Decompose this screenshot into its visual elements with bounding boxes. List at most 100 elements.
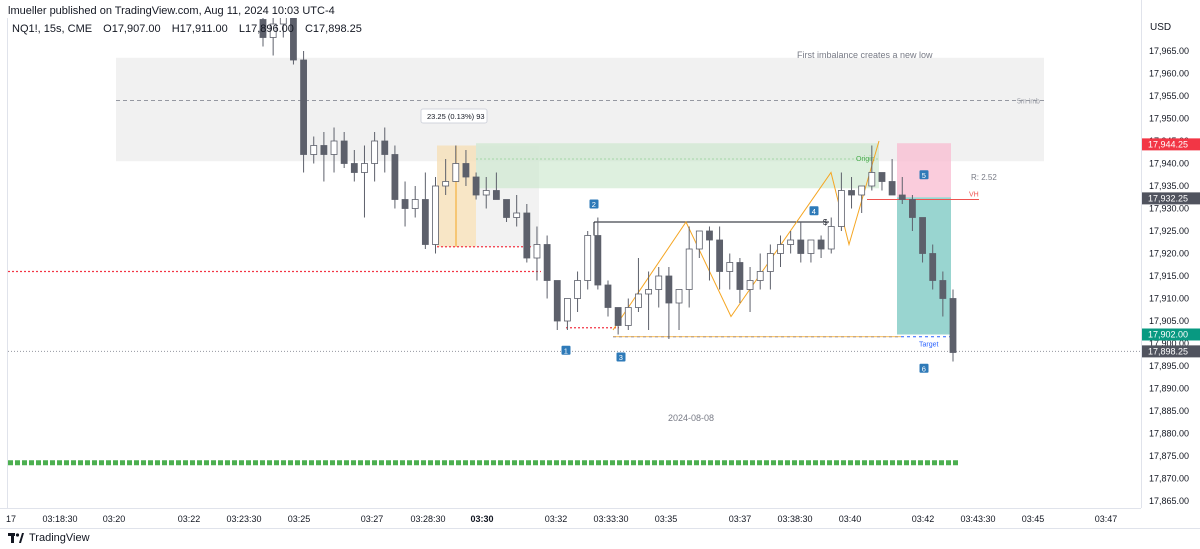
candle-body bbox=[695, 230, 703, 250]
dashed-level-segment bbox=[386, 460, 391, 466]
price-label-text: 17,902.00 bbox=[1148, 330, 1188, 340]
candle bbox=[320, 132, 328, 182]
dashed-level-segment bbox=[281, 460, 286, 466]
time-axis[interactable]: 17 03:18:30 03:20 03:22 03:23:30 03:25 03:27 03… bbox=[0, 508, 1141, 529]
candle bbox=[898, 177, 906, 204]
tradingview-logo[interactable]: TradingView bbox=[8, 532, 90, 544]
dashed-level-segment bbox=[904, 460, 909, 466]
candle bbox=[919, 217, 926, 263]
candle bbox=[756, 253, 764, 290]
dashed-level-segment bbox=[855, 460, 860, 466]
ohlc-open: O17,907.00 bbox=[103, 23, 161, 35]
price-tick-label: 17,965.00 bbox=[1149, 46, 1189, 56]
candle bbox=[594, 217, 602, 290]
chart-area[interactable]: 5m imb Origin 23.25 (0.13%) 93 R: 2.52 VH Tar… bbox=[7, 18, 1142, 508]
time-tick-label: 03:23:30 bbox=[226, 514, 261, 524]
dashed-level-segment bbox=[64, 460, 69, 466]
candle-body bbox=[300, 59, 307, 155]
dashed-level-segment bbox=[85, 460, 90, 466]
time-tick-label: 03:38:30 bbox=[777, 514, 812, 524]
candle-body bbox=[645, 289, 652, 295]
step-marker-label: 6 bbox=[922, 364, 926, 373]
candle bbox=[290, 18, 297, 65]
candle bbox=[401, 181, 409, 227]
price-tick-label: 17,935.00 bbox=[1149, 181, 1189, 191]
dashed-level-segment bbox=[694, 460, 699, 466]
candle-body bbox=[584, 235, 592, 281]
candle-body bbox=[259, 19, 267, 38]
price-label-text: 17,932.25 bbox=[1148, 193, 1188, 203]
candle-body bbox=[706, 230, 713, 241]
candle bbox=[330, 127, 338, 173]
dashed-level-segment bbox=[477, 460, 482, 466]
dashed-level-segment bbox=[505, 460, 510, 466]
candle-body bbox=[797, 239, 805, 254]
candle bbox=[421, 172, 429, 249]
candle bbox=[482, 177, 490, 209]
step-marker: 1 bbox=[561, 345, 571, 355]
candle-body bbox=[411, 199, 419, 209]
time-tick-label: 03:30 bbox=[470, 514, 493, 524]
step-marker-box bbox=[561, 345, 571, 355]
candle-body bbox=[401, 199, 409, 209]
candle bbox=[736, 258, 744, 303]
candle bbox=[777, 235, 784, 267]
step-marker-label: 3 bbox=[619, 353, 623, 362]
dashed-level-segment bbox=[925, 460, 930, 466]
dashed-level-segment bbox=[141, 460, 146, 466]
time-tick-label: 03:47 bbox=[1095, 514, 1118, 524]
dashed-level-segment bbox=[57, 460, 62, 466]
price-chart[interactable]: 5m imb Origin 23.25 (0.13%) 93 R: 2.52 VH Tar… bbox=[8, 18, 1142, 508]
price-axis[interactable]: USD 17,965.00 17,960.00 17,955.00 17,950.00… bbox=[1141, 0, 1200, 508]
candle bbox=[543, 235, 551, 299]
candle-body bbox=[787, 239, 795, 245]
candle-body bbox=[442, 181, 450, 187]
candle-body bbox=[655, 275, 663, 290]
symbol-legend: NQ1!, 15s, CME O17,907.00 H17,911.00 L17… bbox=[12, 23, 370, 35]
dashed-level-segment bbox=[862, 460, 867, 466]
candle-body bbox=[614, 307, 622, 326]
price-tick-label: 17,925.00 bbox=[1149, 226, 1189, 236]
dashed-level-segment bbox=[15, 460, 20, 466]
price-tick-label: 17,865.00 bbox=[1149, 496, 1189, 506]
candle bbox=[350, 150, 358, 182]
dashed-level-segment bbox=[148, 460, 153, 466]
dashed-level-segment bbox=[540, 460, 545, 466]
dashed-level-segment bbox=[43, 460, 48, 466]
candle-body bbox=[553, 280, 561, 322]
candle-body bbox=[817, 239, 825, 250]
price-label-box bbox=[1142, 192, 1200, 205]
dashed-level-segment bbox=[92, 460, 97, 466]
dashed-level-segment bbox=[414, 460, 419, 466]
time-tick-label: 03:18:30 bbox=[42, 514, 77, 524]
dashed-level-segment bbox=[659, 460, 664, 466]
step-marker: 4 bbox=[809, 206, 819, 216]
candle-body bbox=[929, 253, 937, 281]
candle bbox=[848, 177, 855, 209]
dashed-level-segment bbox=[736, 460, 741, 466]
step-marker-box bbox=[919, 170, 929, 180]
candle bbox=[492, 172, 500, 200]
candle bbox=[279, 18, 287, 38]
candle-body bbox=[432, 185, 439, 245]
candle-body bbox=[746, 280, 754, 290]
dashed-level-segment bbox=[876, 460, 881, 466]
candle-body bbox=[279, 18, 287, 25]
dashed-level-segment bbox=[778, 460, 783, 466]
dashed-level-segment bbox=[568, 460, 573, 466]
price-label-box bbox=[1142, 345, 1200, 358]
dashed-level-segment bbox=[99, 460, 104, 466]
dashed-level-segment bbox=[316, 460, 321, 466]
dashed-level-segment bbox=[484, 460, 489, 466]
ohlc-high: H17,911.00 bbox=[171, 23, 228, 35]
time-tick-label: 03:27 bbox=[361, 514, 384, 524]
candle-body bbox=[290, 18, 297, 61]
dashed-level-segment bbox=[939, 460, 944, 466]
time-tick-label: 03:22 bbox=[178, 514, 201, 524]
ratio-label: R: 2.52 bbox=[971, 173, 997, 182]
candle-body bbox=[635, 293, 642, 308]
dashed-level-segment bbox=[666, 460, 671, 466]
dashed-level-segment bbox=[526, 460, 531, 466]
dashed-level-segment bbox=[596, 460, 601, 466]
dashed-level-segment bbox=[239, 460, 244, 466]
